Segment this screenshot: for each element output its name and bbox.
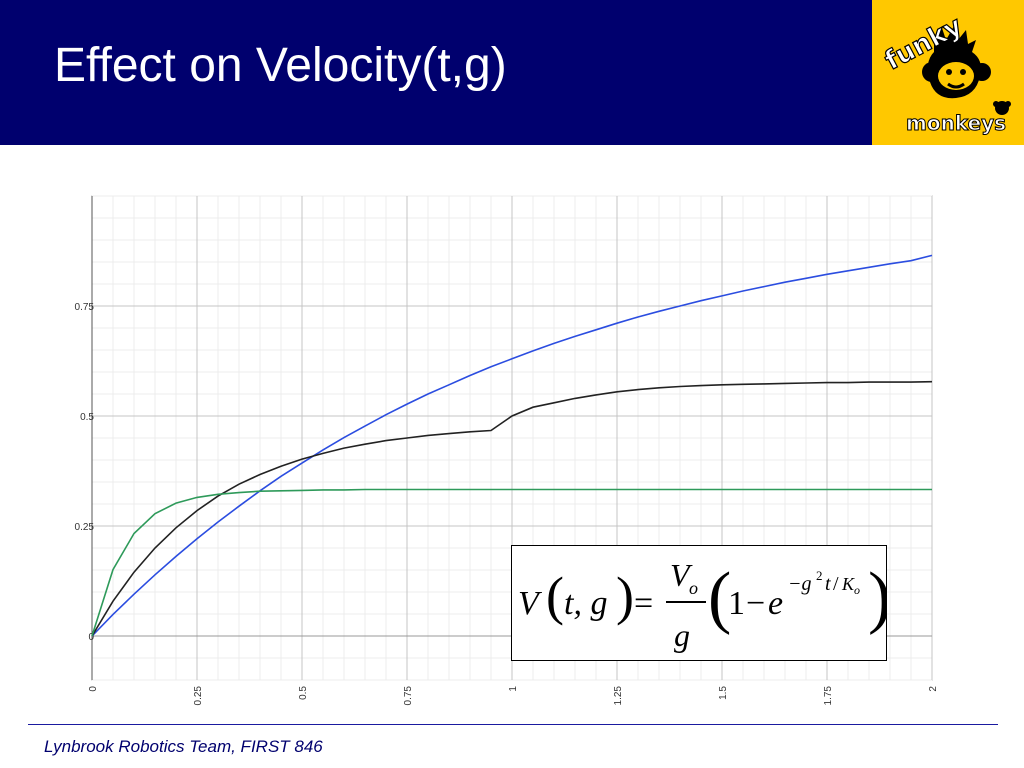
formula-graphic: V ( t, g ) = V o g ( 1 − e −g 2 t / K o … — [518, 557, 891, 653]
svg-text:(: ( — [708, 559, 731, 636]
formula-exp-t: t — [825, 573, 831, 595]
formula-e: e — [768, 585, 783, 622]
series-line-2 — [91, 380, 933, 637]
funky-monkeys-logo: funky monkeys — [872, 0, 1024, 145]
logo-bottom-text: monkeys — [906, 111, 1006, 135]
formula-exp-g: −g — [788, 573, 812, 595]
x-tick-label: 0.5 — [298, 686, 309, 700]
formula-denominator: g — [674, 617, 690, 653]
formula-v: V — [518, 585, 543, 622]
title-bar: Effect on Velocity(t,g) — [0, 0, 872, 145]
svg-text:(: ( — [546, 566, 564, 626]
series-line-3 — [91, 488, 932, 637]
x-tick-label: 1 — [508, 686, 519, 692]
formula-exp-k: K — [841, 574, 855, 594]
x-tick-label: 0 — [88, 686, 99, 692]
svg-text:): ) — [868, 559, 886, 636]
y-tick-label: 0.25 — [75, 522, 95, 533]
x-tick-label: 1.5 — [718, 686, 729, 700]
formula-numerator-sub: o — [689, 578, 698, 598]
formula-exp-slash: / — [833, 573, 839, 595]
formula-exp-square: 2 — [816, 568, 823, 583]
formula-exp-k-sub: o — [854, 583, 860, 597]
svg-text:): ) — [616, 566, 634, 626]
x-tick-label: 1.75 — [823, 686, 834, 706]
x-tick-label: 0.75 — [403, 686, 414, 706]
footer-text: Lynbrook Robotics Team, FIRST 846 — [44, 737, 323, 756]
y-tick-label: 0 — [88, 632, 94, 643]
formula-minus: − — [746, 585, 765, 622]
velocity-formula: V ( t, g ) = V o g ( 1 − e −g 2 t / K o … — [511, 545, 891, 661]
formula-one: 1 — [728, 585, 745, 622]
y-tick-label: 0.5 — [80, 412, 94, 423]
slide-title: Effect on Velocity(t,g) — [54, 39, 507, 92]
x-tick-label: 1.25 — [613, 686, 624, 706]
series-line-1 — [91, 254, 933, 637]
footer-divider — [28, 724, 998, 725]
formula-args: t, g — [564, 585, 607, 622]
monkey-logo-icon: funky monkeys — [880, 11, 1011, 136]
series-group — [91, 254, 933, 637]
x-tick-label: 2 — [928, 686, 939, 692]
y-axis: 0 0.25 0.5 0.75 — [75, 302, 95, 643]
y-tick-label: 0.75 — [75, 302, 95, 313]
formula-equals: = — [634, 585, 653, 622]
x-tick-label: 0.25 — [193, 686, 204, 706]
x-axis: 0 0.25 0.5 0.75 1 1.25 1.5 1.75 2 — [88, 686, 939, 706]
formula-numerator: V — [670, 557, 693, 593]
